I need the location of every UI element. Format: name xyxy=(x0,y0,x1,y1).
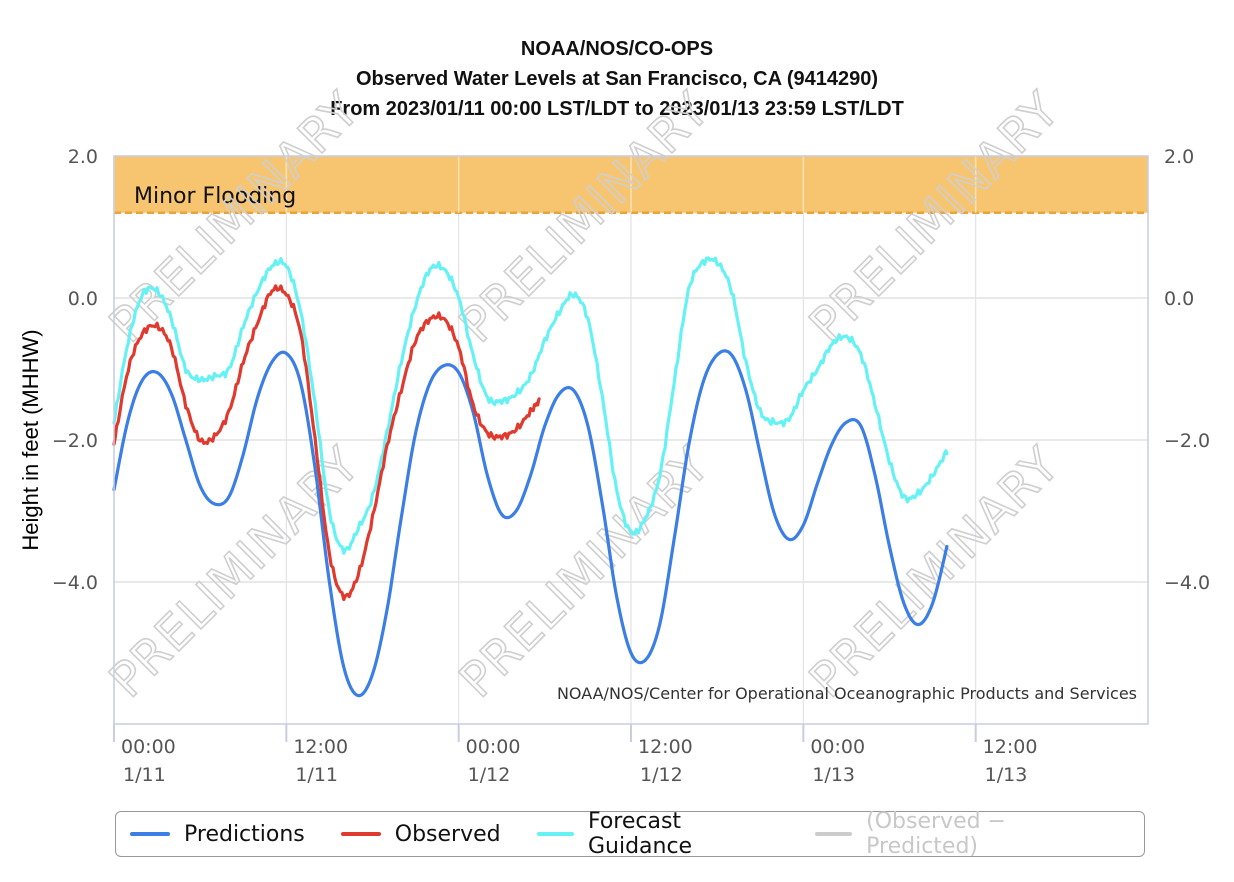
x-tick-date: 1/13 xyxy=(812,764,855,786)
y-tick-label-right: 2.0 xyxy=(1164,146,1194,168)
x-tick-time: 00:00 xyxy=(121,736,176,758)
plot-border xyxy=(113,155,1149,725)
legend-swatch xyxy=(130,832,170,836)
y-axis-label: Height in feet (MHHW) xyxy=(18,329,43,550)
preliminary-watermark: PRELIMINARY xyxy=(799,437,1071,709)
chart-title-line3: From 2023/01/11 00:00 LST/LDT to 2023/01… xyxy=(330,98,904,120)
legend-item-observed[interactable]: Observed xyxy=(340,821,501,847)
legend-label: Forecast Guidance xyxy=(587,809,693,859)
legend-label: (Observed − Predicted) xyxy=(866,809,1006,859)
chart-title-line2: Observed Water Levels at San Francisco, … xyxy=(355,68,879,90)
chart-title-line1: NOAA/NOS/CO-OPS xyxy=(520,38,714,60)
x-tick-date: 1/11 xyxy=(123,764,166,786)
preliminary-watermark: PRELIMINARY xyxy=(799,82,1071,354)
y-tick-label-left: 0.0 xyxy=(68,288,98,310)
legend-swatch xyxy=(340,832,381,836)
series-line-observed xyxy=(112,284,541,602)
y-tick-label-left: 2.0 xyxy=(68,146,98,168)
series-layer xyxy=(112,256,949,698)
water-level-chart: Minor Flooding PRELIMINARY PRELIMINARY PRE… xyxy=(18,81,1210,786)
x-tick-date: 1/11 xyxy=(295,764,338,786)
legend-swatch xyxy=(814,832,853,836)
legend-item-forecast-guidance[interactable]: Forecast Guidance xyxy=(536,809,779,859)
series-line-predictions xyxy=(112,349,949,698)
minor-flooding-label: Minor Flooding xyxy=(134,184,296,209)
preliminary-watermark: PRELIMINARY xyxy=(99,82,371,354)
x-tick-time: 12:00 xyxy=(638,736,693,758)
legend-swatch xyxy=(536,832,574,836)
chart-legend: Predictions Observed Forecast Guidance (Obs… xyxy=(115,809,1145,859)
x-tick-time: 12:00 xyxy=(983,736,1038,758)
x-tick-time: 00:00 xyxy=(466,736,521,758)
y-tick-label-right: −2.0 xyxy=(1164,430,1210,452)
flood-band-layer: Minor Flooding xyxy=(113,156,1148,215)
grid-layer xyxy=(113,155,1148,724)
x-tick-date: 1/12 xyxy=(640,764,683,786)
preliminary-watermark: PRELIMINARY xyxy=(449,437,721,709)
y-tick-label-right: 0.0 xyxy=(1164,288,1194,310)
x-tick-date: 1/13 xyxy=(985,764,1028,786)
legend-label: Observed xyxy=(394,821,501,847)
legend-item-predictions[interactable]: Predictions xyxy=(130,822,305,847)
y-tick-label-left: −4.0 xyxy=(52,572,98,594)
legend-label: Predictions xyxy=(184,821,305,847)
y-tick-label-left: −2.0 xyxy=(52,430,98,452)
x-tick-time: 00:00 xyxy=(810,736,865,758)
x-tick-time: 12:00 xyxy=(293,736,348,758)
legend-item-observed-predicted[interactable]: (Observed − Predicted) xyxy=(814,809,1108,859)
x-tick-date: 1/12 xyxy=(468,764,511,786)
axis-layer: 2.0 2.0 0.0 0.0 −2.0 −2.0 −4.0 −4.0 00:00 1/11 12:… xyxy=(18,146,1210,786)
y-tick-label-right: −4.0 xyxy=(1164,572,1210,594)
series-line-forecast-guidance xyxy=(112,256,949,555)
credit-text: NOAA/NOS/Center for Operational Oceanogr… xyxy=(557,684,1137,703)
chart-titles: NOAA/NOS/CO-OPS Observed Water Levels at… xyxy=(0,34,1234,124)
